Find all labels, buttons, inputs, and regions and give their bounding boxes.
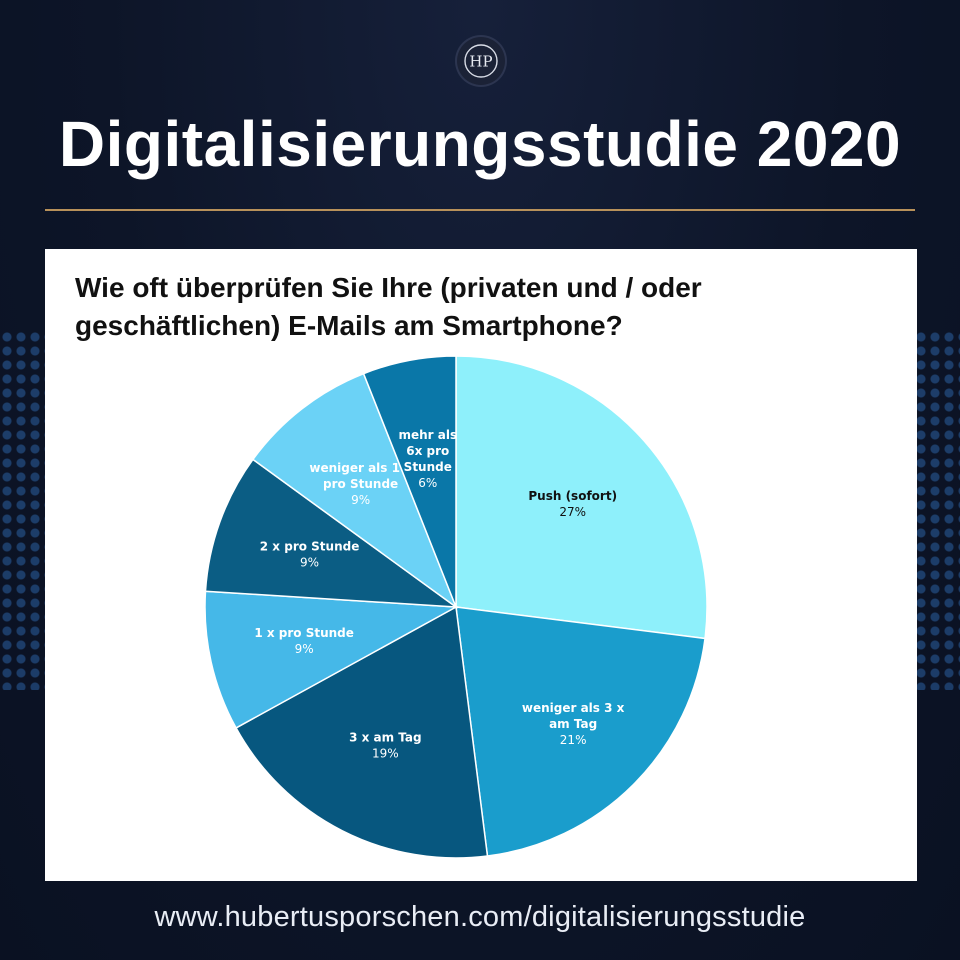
chart-card: Wie oft überprüfen Sie Ihre (privaten un… [45,249,917,881]
slice-percent: 9% [351,493,370,507]
slice-percent: 21% [560,733,587,747]
slice-percent: 6% [418,476,437,490]
footer-url[interactable]: www.hubertusporschen.com/digitalisierung… [154,901,806,933]
pie-slice [251,372,458,610]
slice-label: weniger als 1 x pro Stunde [309,461,412,491]
slice-percent: 19% [372,747,399,761]
pie-slice [204,590,459,729]
brand-logo-icon: HP [464,44,498,78]
pie-slice [455,606,706,857]
slice-label: mehr als 6x pro Stunde [398,428,457,474]
slice-label: 1 x pro Stunde [254,626,354,640]
brand-logo-text: HP [469,53,492,71]
slice-label: Push (sofort) [528,489,617,503]
title-divider [45,209,915,211]
pie-slice [455,355,708,640]
pie-chart: Push (sofort) 27% weniger als 3 x am Tag 21%… [204,355,708,859]
slice-label: weniger als 3 x am Tag [522,701,625,731]
slice-label: 3 x am Tag [349,731,422,745]
brand-logo: HP [457,37,505,85]
pie-slice [235,605,489,859]
slice-percent: 27% [559,505,586,519]
slice-label: 2 x pro Stunde [260,539,360,553]
chart-question: Wie oft überprüfen Sie Ihre (privaten un… [75,272,702,341]
pie-slice [204,458,459,608]
slice-percent: 9% [300,555,319,569]
pie-slice [362,355,457,608]
page-title: Digitalisierungsstudie 2020 [58,108,902,180]
slice-percent: 9% [295,642,314,656]
